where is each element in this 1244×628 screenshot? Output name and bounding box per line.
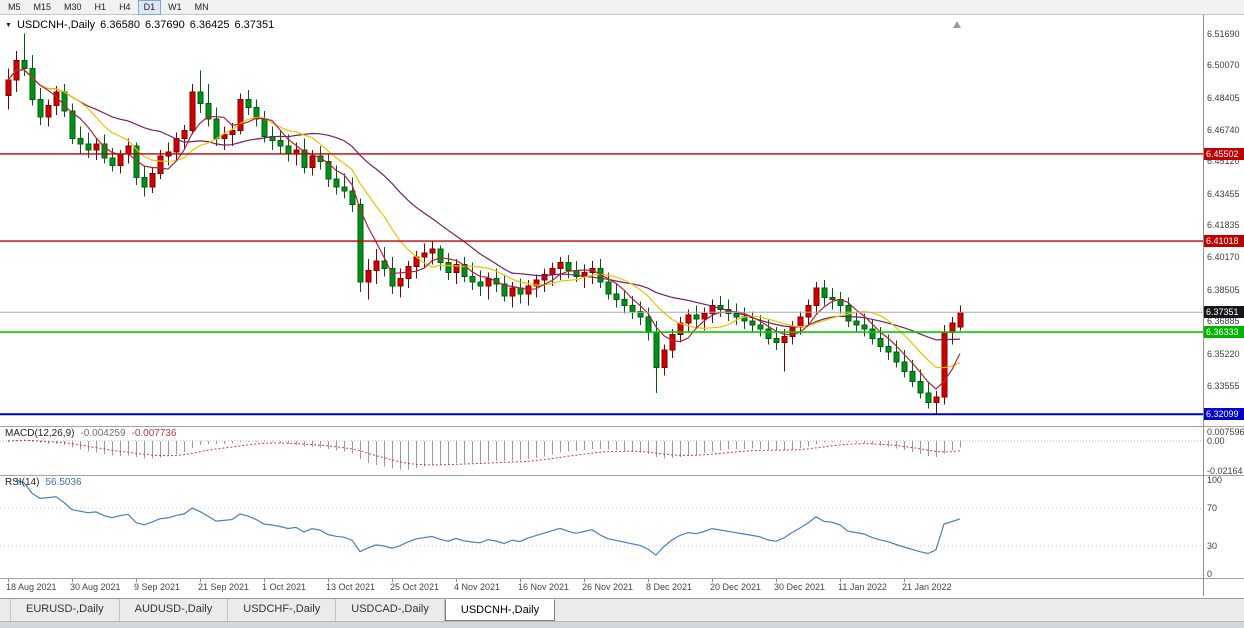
date-axis-label: 1 Oct 2021 — [262, 582, 307, 592]
timeframe-toolbar: M5 M15 M30 H1 H4 D1 W1 MN — [0, 0, 1244, 15]
date-axis-label: 16 Nov 2021 — [518, 582, 570, 592]
current-price-badge: 6.37351 — [1204, 306, 1244, 319]
rsi-axis-label: 70 — [1207, 503, 1218, 514]
tab-audusd-daily[interactable]: AUDUSD-,Daily — [120, 599, 229, 621]
timeframe-button-w1[interactable]: W1 — [168, 1, 182, 12]
price-axis-label: 6.50070 — [1207, 60, 1240, 71]
tab-eurusd-daily[interactable]: EURUSD-,Daily — [10, 599, 120, 621]
macd-axis-label: 0.00 — [1207, 435, 1225, 446]
price-axis-label: 6.43455 — [1207, 188, 1240, 199]
date-axis-label: 8 Dec 2021 — [646, 582, 693, 592]
tab-usdcnh-daily[interactable]: USDCNH-,Daily — [444, 599, 556, 621]
moving-average-5 — [7, 69, 961, 390]
macd-name: MACD(12,26,9) — [5, 428, 75, 439]
chart-shift-marker-icon[interactable] — [953, 21, 961, 28]
macd-signal-line — [7, 439, 961, 466]
chart-title: ▼ USDCNH-,Daily 6.36580 6.37690 6.36425 … — [5, 19, 274, 31]
price-axis-label: 6.41835 — [1207, 220, 1240, 231]
macd-value: -0.004259 — [80, 428, 126, 439]
macd-axis-label: -0.02164 — [1207, 466, 1243, 476]
rsi-axis-label: 30 — [1207, 540, 1218, 551]
chart-tabs-bar: EURUSD-,Daily AUDUSD-,Daily USDCHF-,Daily U… — [0, 598, 1244, 621]
price-axis-label: 6.51690 — [1207, 28, 1240, 39]
candles — [5, 33, 964, 415]
price-level-badge-6.32099: 6.32099 — [1204, 408, 1244, 421]
timeframe-button-m15[interactable]: M15 — [33, 1, 52, 12]
price-axis-label: 6.35220 — [1207, 348, 1240, 359]
timeframe-button-d1[interactable]: D1 — [137, 0, 162, 15]
price-axis-label: 6.36885 — [1207, 316, 1240, 327]
date-axis-label: 21 Jan 2022 — [902, 582, 952, 592]
horizontal-scrollbar[interactable] — [0, 621, 1244, 628]
rsi-line — [15, 479, 961, 556]
moving-average-10 — [7, 69, 961, 369]
price-axis-label: 6.46740 — [1207, 124, 1240, 135]
macd-signal-value: -0.007736 — [131, 428, 177, 439]
price-level-badge-6.41018: 6.41018 — [1204, 235, 1244, 248]
quote-high: 6.37690 — [144, 19, 185, 31]
date-axis-label: 13 Oct 2021 — [326, 582, 376, 592]
chart-symbol-label: USDCNH-,Daily — [16, 19, 96, 31]
timeframe-button-h4[interactable]: H4 — [119, 1, 131, 12]
tab-usdchf-daily[interactable]: USDCHF-,Daily — [228, 599, 337, 621]
date-axis-label: 4 Nov 2021 — [454, 582, 501, 592]
quote-open: 6.36580 — [100, 19, 140, 31]
symbol-dropdown-icon[interactable]: ▼ — [5, 21, 12, 29]
date-axis-label: 11 Jan 2022 — [838, 582, 887, 592]
timeframe-button-m5[interactable]: M5 — [8, 1, 21, 12]
date-axis-label: 21 Sep 2021 — [198, 582, 250, 592]
rsi-value: 56.5036 — [45, 477, 82, 488]
date-axis-label: 25 Oct 2021 — [390, 582, 440, 592]
price-axis-label: 6.38505 — [1207, 284, 1240, 295]
macd-indicator-label: MACD(12,26,9) -0.004259 -0.007736 — [5, 428, 177, 439]
price-axis-label: 6.48405 — [1207, 92, 1240, 103]
date-axis-label: 30 Aug 2021 — [70, 582, 121, 592]
price-axis-label: 6.33555 — [1207, 381, 1240, 392]
macd-histogram — [8, 439, 961, 470]
tab-usdcad-daily[interactable]: USDCAD-,Daily — [336, 599, 445, 621]
date-axis-label: 9 Sep 2021 — [134, 582, 181, 592]
macd-axis-label: 0.007596 — [1207, 427, 1244, 437]
price-axis-label: 6.40170 — [1207, 252, 1240, 263]
date-axis-label: 18 Aug 2021 — [6, 582, 57, 592]
date-axis-label: 30 Dec 2021 — [774, 582, 826, 592]
price-axis-label: 6.45120 — [1207, 156, 1240, 167]
timeframe-button-h1[interactable]: H1 — [94, 1, 107, 12]
rsi-axis-label: 0 — [1207, 569, 1213, 579]
date-axis-label: 26 Nov 2021 — [582, 582, 634, 592]
rsi-name: RSI(14) — [5, 477, 40, 488]
quote-close: 6.37351 — [234, 19, 275, 31]
price-level-badge-6.36333: 6.36333 — [1204, 326, 1244, 339]
rsi-axis-label: 100 — [1207, 475, 1223, 485]
timeframe-button-mn[interactable]: MN — [194, 1, 209, 12]
timeframe-button-m30[interactable]: M30 — [64, 1, 82, 12]
rsi-indicator-label: RSI(14) 56.5036 — [5, 477, 82, 488]
date-axis-label: 20 Dec 2021 — [710, 582, 762, 592]
price-level-badge-6.45502: 6.45502 — [1204, 147, 1244, 160]
quote-low: 6.36425 — [189, 19, 230, 31]
